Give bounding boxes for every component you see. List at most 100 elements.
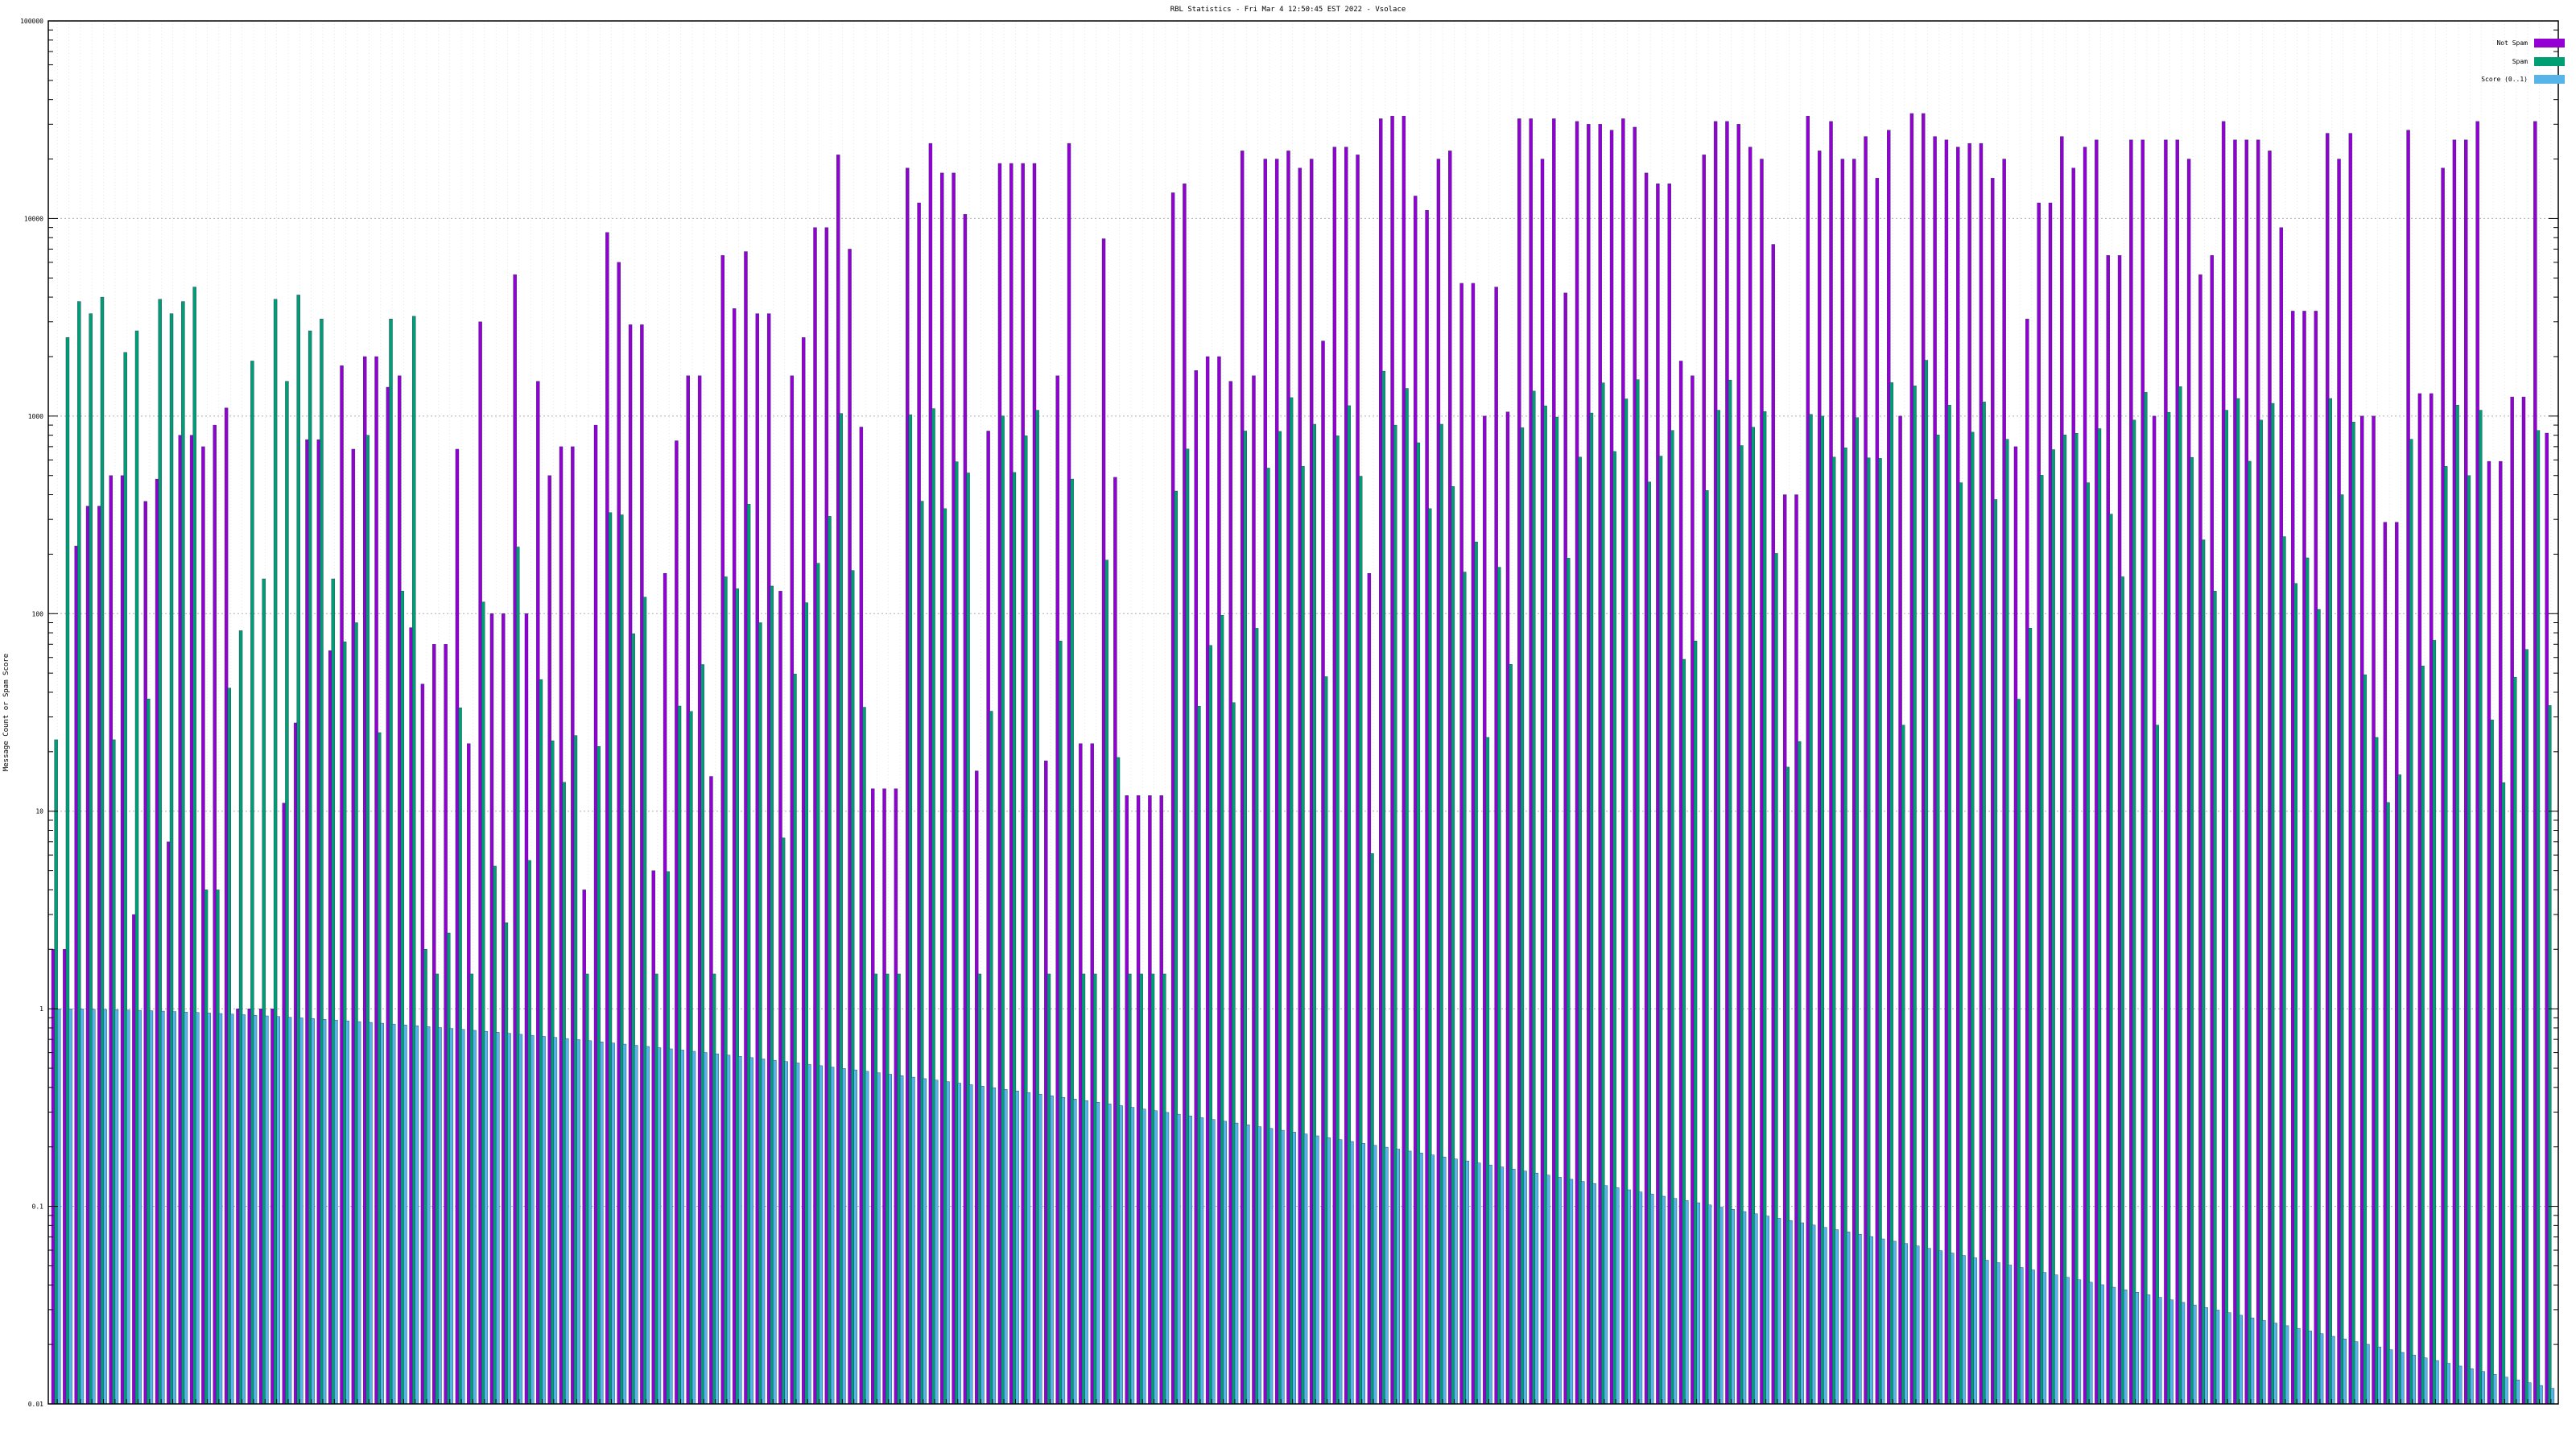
bar-score — [588, 1040, 592, 1405]
bar-spam — [1855, 417, 1860, 1405]
bar-not-spam — [1228, 381, 1232, 1405]
bar-score — [1396, 1149, 1401, 1405]
bar-spam — [411, 316, 416, 1405]
bar-spam — [2144, 392, 2148, 1405]
bar-group — [2337, 159, 2347, 1405]
bar-group — [1794, 494, 1804, 1405]
bar-not-spam — [2314, 311, 2318, 1405]
bar-spam — [839, 413, 844, 1405]
bar-score — [1419, 1153, 1423, 1405]
bar-group — [1414, 196, 1423, 1405]
bar-group — [2244, 139, 2255, 1405]
bar-group — [1713, 121, 1724, 1405]
bar-not-spam — [236, 1008, 240, 1405]
bar-score — [2193, 1304, 2197, 1405]
bar-group — [1067, 142, 1077, 1405]
bar-spam — [1935, 434, 1940, 1405]
bar-not-spam — [189, 435, 194, 1405]
bar-spam — [1831, 456, 1836, 1405]
bar-not-spam — [63, 949, 67, 1405]
bar-not-spam — [571, 446, 575, 1405]
bar-not-spam — [1967, 142, 1971, 1405]
legend-label-score: Score (0..1) — [2481, 76, 2528, 83]
bar-score — [2458, 1365, 2462, 1405]
bar-not-spam — [1956, 147, 1960, 1405]
bar-spam — [2490, 720, 2494, 1405]
bar-score — [495, 1032, 500, 1405]
bar-group — [2510, 396, 2520, 1405]
bar-spam — [2282, 536, 2286, 1405]
bar-group — [85, 313, 96, 1405]
bar-spam — [1174, 490, 1178, 1405]
bar-score — [1281, 1129, 1285, 1405]
bar-spam — [2397, 774, 2402, 1405]
bar-not-spam — [328, 650, 332, 1405]
bar-group — [2060, 136, 2070, 1405]
bar-group — [2417, 393, 2428, 1405]
bar-not-spam — [2452, 139, 2457, 1405]
bar-not-spam — [1678, 361, 1683, 1405]
bar-score — [2054, 1274, 2058, 1405]
bar-spam — [296, 295, 300, 1405]
bar-not-spam — [502, 613, 506, 1405]
y-tick-label: 10 — [35, 808, 43, 815]
bar-not-spam — [2302, 311, 2306, 1405]
bar-group — [928, 142, 939, 1405]
bar-group — [1298, 167, 1308, 1405]
bar-not-spam — [305, 439, 309, 1405]
bar-spam — [1751, 427, 1755, 1405]
bar-group — [1563, 292, 1574, 1405]
bar-score — [761, 1059, 766, 1405]
bar-score — [749, 1057, 753, 1405]
bar-group — [1771, 244, 1781, 1405]
bar-score — [2377, 1347, 2381, 1405]
bar-not-spam — [2464, 139, 2468, 1405]
bar-not-spam — [663, 572, 667, 1405]
bar-group — [109, 475, 119, 1405]
bar-not-spam — [1448, 151, 1452, 1405]
bar-score — [345, 1020, 349, 1405]
bar-not-spam — [2510, 396, 2514, 1405]
bar-not-spam — [1032, 163, 1037, 1405]
bar-group — [1505, 411, 1516, 1405]
bar-group — [1875, 178, 1885, 1405]
bar-not-spam — [986, 431, 990, 1405]
bar-spam — [2166, 411, 2171, 1405]
bar-not-spam — [1725, 121, 1729, 1405]
bar-score — [230, 1013, 234, 1405]
bar-group — [132, 330, 142, 1405]
bar-group — [189, 287, 200, 1405]
bar-group — [1183, 184, 1192, 1405]
bar-group — [2464, 139, 2474, 1405]
bar-group — [675, 440, 684, 1405]
bar-not-spam — [675, 440, 679, 1405]
bar-not-spam — [790, 375, 795, 1405]
bar-group — [1321, 341, 1331, 1405]
bar-group — [1379, 118, 1389, 1405]
bar-spam — [285, 381, 289, 1405]
bar-spam — [308, 330, 312, 1405]
bar-spam — [1416, 442, 1421, 1405]
bar-score — [1246, 1125, 1250, 1405]
y-tick-label: 0.01 — [28, 1401, 43, 1408]
bar-spam — [1439, 423, 1443, 1405]
bar-score — [1050, 1095, 1054, 1405]
bar-not-spam — [489, 613, 494, 1405]
bar-not-spam — [363, 356, 367, 1405]
bar-group — [882, 788, 892, 1405]
bar-spam — [1104, 559, 1108, 1405]
bar-group — [63, 336, 72, 1405]
bar-score — [2239, 1315, 2243, 1405]
bar-spam — [1289, 397, 1294, 1405]
bar-group — [997, 163, 1008, 1405]
bar-spam — [2155, 724, 2159, 1405]
bar-score — [426, 1026, 431, 1405]
bar-score — [542, 1036, 546, 1405]
bar-score — [565, 1038, 569, 1405]
bar-group — [1367, 572, 1377, 1405]
bar-spam — [2339, 494, 2344, 1405]
bar-not-spam — [836, 155, 840, 1405]
bar-spam — [100, 296, 105, 1405]
bar-group — [1575, 121, 1585, 1405]
bar-spam — [1150, 973, 1155, 1405]
